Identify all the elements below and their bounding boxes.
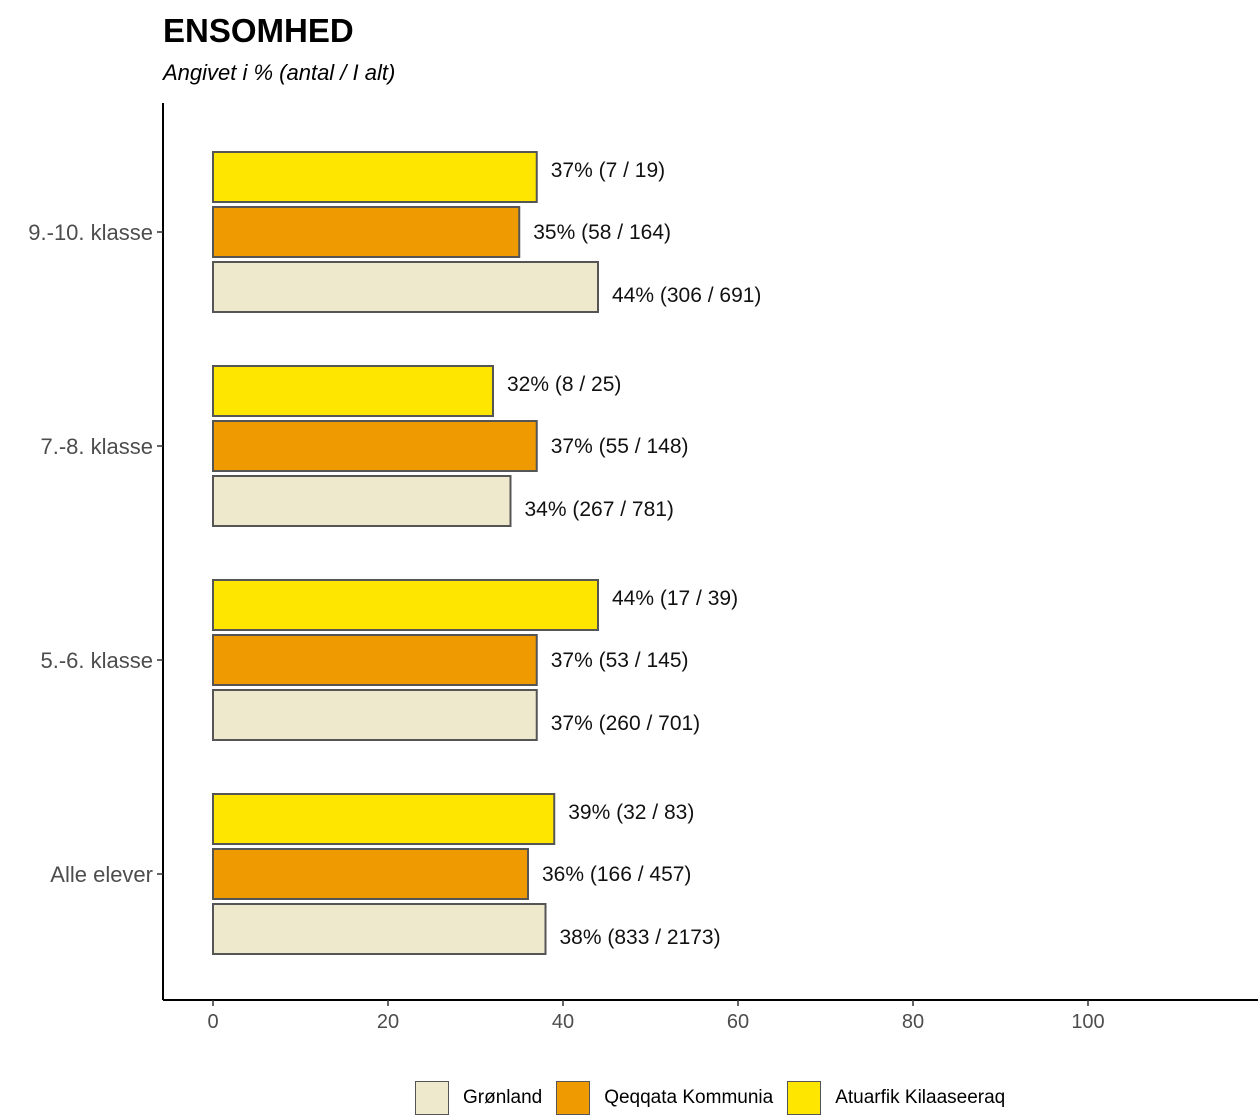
data-label: 36% (166 / 457) bbox=[542, 863, 691, 886]
bar bbox=[212, 903, 547, 955]
chart-subtitle: Angivet i % (antal / I alt) bbox=[163, 60, 396, 85]
category-label: 5.-6. klasse bbox=[41, 648, 154, 673]
legend-swatch-gronland bbox=[415, 1081, 449, 1115]
bar bbox=[212, 579, 599, 631]
x-tick-label: 100 bbox=[1071, 1011, 1104, 1033]
legend: Grønland Qeqqata Kommunia Atuarfik Kilaa… bbox=[415, 1081, 1019, 1115]
legend-swatch-atuarfik bbox=[787, 1081, 822, 1115]
category-label: 9.-10. klasse bbox=[28, 220, 153, 245]
data-label: 37% (7 / 19) bbox=[551, 159, 665, 182]
legend-swatch-qeqqata bbox=[556, 1081, 591, 1115]
legend-label-gronland: Grønland bbox=[463, 1087, 543, 1108]
data-label: 34% (267 / 781) bbox=[525, 498, 674, 521]
bar bbox=[212, 475, 512, 527]
data-label: 35% (58 / 164) bbox=[533, 221, 671, 244]
category-label: 7.-8. klasse bbox=[41, 434, 154, 459]
legend-item-qeqqata: Qeqqata Kommunia bbox=[556, 1081, 773, 1115]
bar bbox=[212, 151, 538, 203]
x-tick-label: 0 bbox=[207, 1011, 218, 1033]
data-label: 32% (8 / 25) bbox=[507, 373, 621, 396]
data-label: 37% (260 / 701) bbox=[551, 712, 700, 735]
data-label: 44% (17 / 39) bbox=[612, 587, 738, 610]
bar bbox=[212, 848, 529, 900]
x-tick-label: 20 bbox=[377, 1011, 399, 1033]
x-tick-label: 40 bbox=[552, 1011, 574, 1033]
bar-chart: 9.-10. klasse 7.-8. klasse 5.-6. klasse All… bbox=[28, 103, 1258, 1033]
bar bbox=[212, 689, 538, 741]
data-label: 44% (306 / 691) bbox=[612, 284, 761, 307]
data-label: 39% (32 / 83) bbox=[568, 801, 694, 824]
legend-label-qeqqata: Qeqqata Kommunia bbox=[604, 1087, 774, 1108]
bar bbox=[212, 420, 538, 472]
bar bbox=[212, 634, 538, 686]
legend-item-gronland: Grønland bbox=[415, 1081, 542, 1115]
bar bbox=[212, 793, 556, 845]
data-label: 37% (55 / 148) bbox=[551, 435, 689, 458]
bar bbox=[212, 261, 599, 313]
bar bbox=[212, 206, 521, 258]
legend-label-atuarfik: Atuarfik Kilaaseeraq bbox=[835, 1087, 1006, 1108]
chart-title: ENSOMHED bbox=[163, 12, 354, 49]
data-label: 37% (53 / 145) bbox=[551, 649, 689, 672]
x-tick-label: 60 bbox=[727, 1011, 749, 1033]
legend-item-atuarfik: Atuarfik Kilaaseeraq bbox=[787, 1081, 1005, 1115]
category-label: Alle elever bbox=[50, 862, 153, 887]
data-label: 38% (833 / 2173) bbox=[560, 926, 721, 949]
x-tick-label: 80 bbox=[902, 1011, 924, 1033]
bar bbox=[212, 365, 494, 417]
